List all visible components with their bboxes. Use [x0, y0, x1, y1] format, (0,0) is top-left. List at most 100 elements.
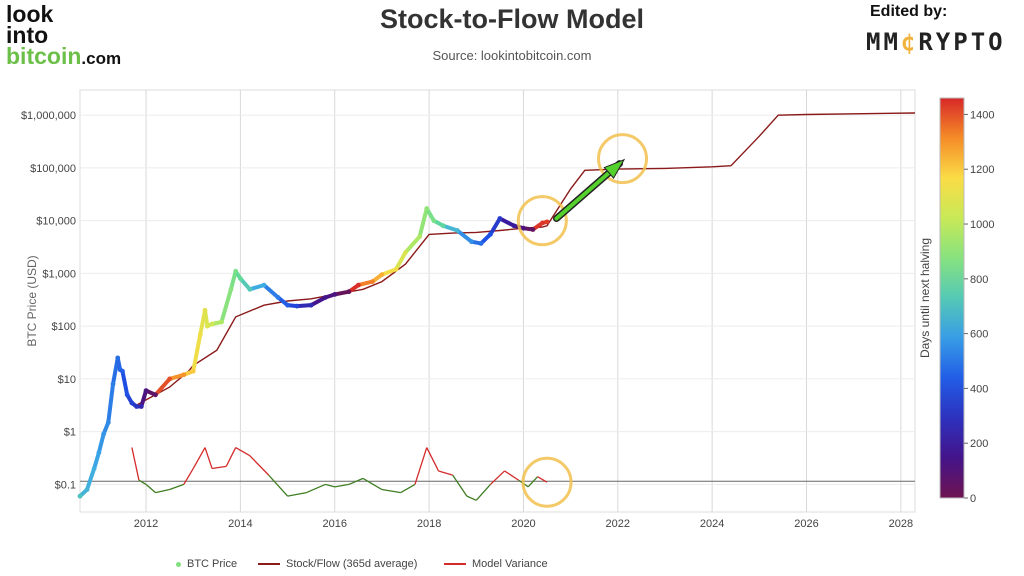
btc-price-point [124, 392, 130, 398]
logo-line-bitcoin: bitcoin [6, 43, 82, 69]
btc-price-point [370, 279, 375, 284]
btc-price-point [96, 450, 102, 456]
x-tick-label: 2014 [228, 518, 252, 530]
btc-price-point [181, 372, 187, 378]
btc-price-point [294, 303, 300, 309]
btc-price-point [539, 220, 545, 226]
stock-flow-line [133, 112, 916, 408]
model-variance-segment [504, 470, 520, 481]
brand-pre: MM [866, 28, 901, 56]
model-variance-segment [249, 455, 270, 476]
chart-title: Stock-to-Flow Model [380, 4, 644, 34]
x-tick-label: 2018 [417, 518, 441, 530]
btc-price-segment [120, 369, 130, 397]
model-variance-segment [145, 483, 156, 494]
x-tick-label: 2022 [606, 518, 630, 530]
model-variance-segment [138, 479, 147, 485]
btc-price-segment [441, 223, 460, 233]
brand-c: ¢ [900, 28, 919, 56]
btc-price-point [521, 225, 526, 231]
btc-price-segment [261, 283, 281, 300]
model-variance-segment [527, 476, 539, 488]
model-variance-segment [211, 465, 227, 470]
btc-price-segment [96, 432, 106, 455]
highlight-circle [516, 195, 568, 247]
y-tick-label: $1,000,000 [21, 110, 76, 122]
plot-area [79, 89, 916, 513]
x-tick-label: 2012 [134, 518, 158, 530]
btc-price-point [308, 302, 314, 308]
model-variance-segment [466, 495, 477, 501]
btc-price-point [134, 404, 140, 409]
btc-price-point [403, 250, 408, 255]
model-variance-segment [334, 483, 350, 488]
y-tick-label: $100 [52, 321, 76, 333]
btc-price-point [478, 241, 484, 246]
btc-price-point [544, 219, 550, 225]
btc-price-point [530, 227, 536, 232]
model-variance-segment [452, 474, 468, 497]
legend-variance-label: Model Variance [472, 558, 548, 570]
edited-by-label: Edited by: [870, 3, 948, 20]
legend-item-variance[interactable]: Model Variance [444, 558, 548, 570]
btc-price-segment [394, 250, 408, 272]
legend-btc-label: BTC Price [187, 558, 238, 570]
legend-sf-marker [258, 563, 280, 565]
btc-price-point [101, 431, 106, 437]
btc-price-point [497, 216, 503, 221]
btc-price-segment [153, 376, 172, 397]
model-variance-segment [438, 470, 453, 476]
btc-price-point [275, 295, 281, 300]
model-variance-segment [475, 483, 491, 501]
logo-line-look: look [6, 1, 54, 27]
btc-price-segment [92, 450, 101, 471]
btc-price-segment [191, 332, 203, 374]
green-arrow-head [603, 158, 626, 179]
y-tick-label: $0.1 [55, 479, 76, 491]
btc-price-point [120, 368, 125, 374]
model-variance-segment [414, 447, 428, 485]
y-tick-label: $10 [58, 374, 76, 386]
btc-price-segment [219, 287, 233, 324]
btc-price-segment [139, 388, 149, 409]
legend-item-stock-flow[interactable]: Stock/Flow (365d average) [258, 558, 417, 570]
btc-price-point [91, 466, 97, 471]
chart-source: Source: lookintobitcoin.com [432, 48, 592, 63]
lookintobitcoin-logo: look into bitcoin.com [6, 1, 121, 70]
x-tick-label: 2028 [889, 518, 913, 530]
model-variance-segment [204, 447, 213, 469]
colorbar-tick-label: 1400 [970, 109, 994, 121]
colorbar-tick-label: 1200 [970, 164, 994, 176]
btc-price-point [138, 404, 144, 409]
btc-price-point [233, 268, 239, 274]
model-variance-segment [225, 447, 237, 467]
btc-price-point [261, 282, 267, 288]
btc-price-point [393, 266, 399, 272]
model-variance-segment [169, 483, 185, 491]
btc-price-point [110, 381, 116, 387]
btc-price-point [424, 206, 430, 211]
model-variance-segment [268, 474, 289, 497]
x-tick-label: 2020 [511, 518, 535, 530]
btc-price-point [143, 388, 149, 394]
legend-item-btc[interactable]: BTC Price [176, 558, 237, 570]
colorbar [939, 97, 965, 499]
colorbar-tick-label: 600 [970, 329, 988, 341]
brand-post: RYPTO [918, 28, 1006, 56]
btc-price-segment [488, 216, 502, 237]
btc-price-point [153, 392, 158, 398]
btc-price-segment [356, 279, 375, 288]
model-variance-segment [348, 477, 364, 486]
btc-price-point [469, 239, 474, 245]
btc-price-point [247, 286, 253, 292]
btc-price-point [511, 223, 517, 229]
btc-price-point [115, 355, 121, 361]
btc-price-segment [403, 234, 422, 255]
model-variance-segment [537, 476, 548, 483]
btc-price-segment [228, 269, 238, 292]
model-variance-segment [235, 446, 251, 457]
btc-price-segment [309, 295, 328, 308]
btc-price-segment [497, 216, 517, 228]
model-variance-segment [381, 488, 401, 494]
btc-price-point [488, 231, 493, 237]
